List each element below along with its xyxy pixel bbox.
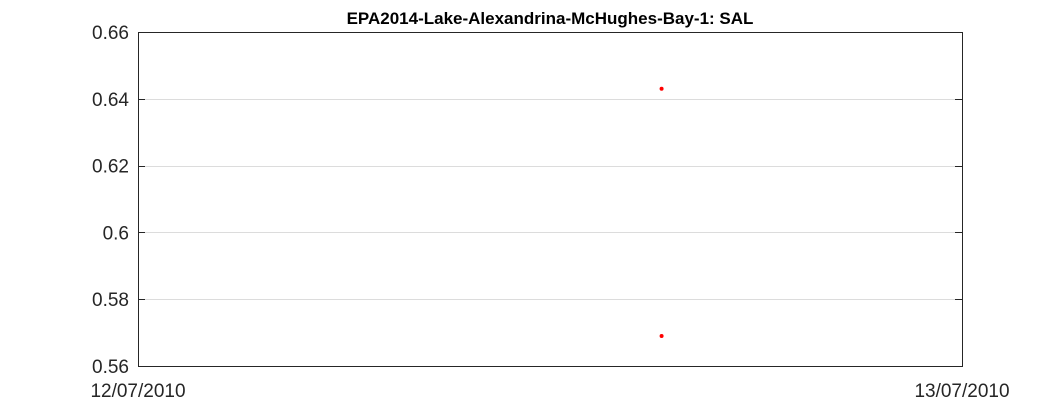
y-tick-label: 0.66 <box>92 23 129 44</box>
data-point <box>659 333 664 338</box>
x-tick-label-end: 13/07/2010 <box>914 381 1009 402</box>
y-tick-label: 0.62 <box>92 157 129 178</box>
data-points <box>659 86 664 338</box>
tick-layer <box>138 32 962 367</box>
y-tick-label: 0.58 <box>92 290 129 311</box>
y-tick-labels: 0.56 0.58 0.6 0.62 0.64 0.66 <box>92 23 129 378</box>
plot-area <box>138 32 963 367</box>
x-tick-label-start: 12/07/2010 <box>90 381 185 402</box>
grid-layer <box>138 99 962 300</box>
chart-title: EPA2014-Lake-Alexandrina-McHughes-Bay-1:… <box>347 9 754 28</box>
y-tick-label: 0.6 <box>103 223 129 244</box>
y-tick-label: 0.56 <box>92 357 129 378</box>
data-point <box>659 86 664 91</box>
y-tick-label: 0.64 <box>92 90 129 111</box>
